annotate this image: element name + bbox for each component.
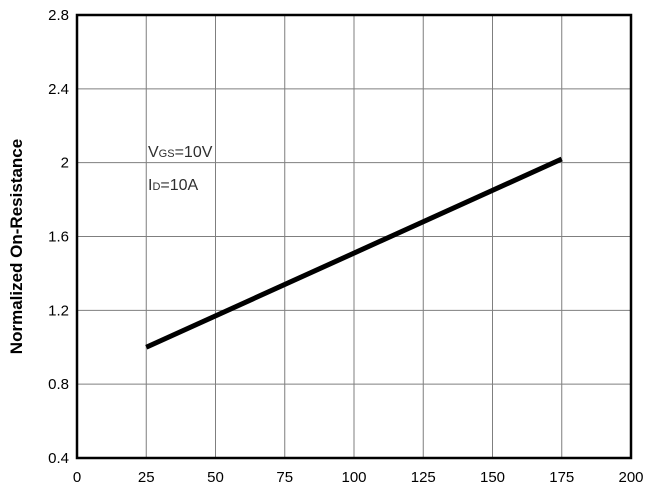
- y-tick-label: 2.8: [48, 7, 69, 24]
- y-tick-label: 0.8: [48, 376, 69, 393]
- y-tick-label: 2: [61, 155, 69, 172]
- annotations: VGS=10V ID=10A: [148, 144, 213, 194]
- x-tick-label: 25: [138, 469, 155, 486]
- x-tick-label: 150: [480, 469, 505, 486]
- y-tick-label: 1.2: [48, 302, 69, 319]
- x-tick-label: 0: [73, 469, 81, 486]
- y-tick-label: 0.4: [48, 450, 69, 467]
- y-tick-label: 1.6: [48, 229, 69, 246]
- x-tick-label: 100: [341, 469, 366, 486]
- x-tick-label: 50: [207, 469, 224, 486]
- series-line: [145, 156, 563, 350]
- series-layer: [145, 156, 563, 350]
- condition-annotation: ID=10A: [148, 177, 199, 194]
- x-axis-ticks: 0 25 50 75 100 125 150 175 200: [73, 469, 644, 486]
- grid: [77, 15, 631, 458]
- plot-frame: [75, 13, 633, 460]
- y-tick-label: 2.4: [48, 81, 69, 98]
- y-axis-ticks: 0.4 0.8 1.2 1.6 2 2.4 2.8: [48, 7, 69, 467]
- condition-annotation: VGS=10V: [148, 144, 213, 161]
- x-tick-label: 200: [618, 469, 643, 486]
- x-tick-label: 125: [411, 469, 436, 486]
- x-tick-label: 75: [276, 469, 293, 486]
- x-tick-label: 175: [549, 469, 574, 486]
- y-axis-title: Normalized On-Resistance: [7, 139, 26, 354]
